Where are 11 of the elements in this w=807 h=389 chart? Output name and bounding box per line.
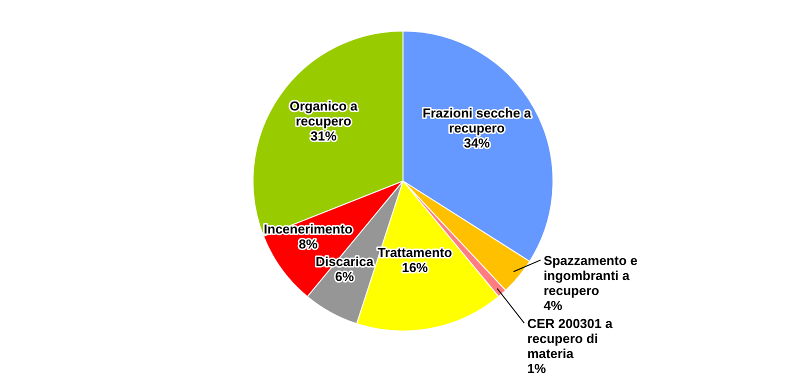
slice-label: Organico a recupero: [290, 98, 358, 128]
slice-label: CER 200301 a recupero di materia: [527, 316, 614, 362]
data-label: 16%: [402, 260, 428, 275]
data-label: 4%: [544, 298, 563, 314]
slice-label: Spazzamento e ingombranti a recupero: [544, 253, 638, 298]
slice-label: Frazioni secche a recupero: [422, 106, 532, 136]
data-label: 31%: [310, 128, 338, 144]
data-label: 6%: [335, 268, 354, 284]
data-label: 34%: [464, 136, 490, 151]
data-label: 1%: [527, 361, 546, 376]
data-label: 8%: [298, 236, 318, 252]
